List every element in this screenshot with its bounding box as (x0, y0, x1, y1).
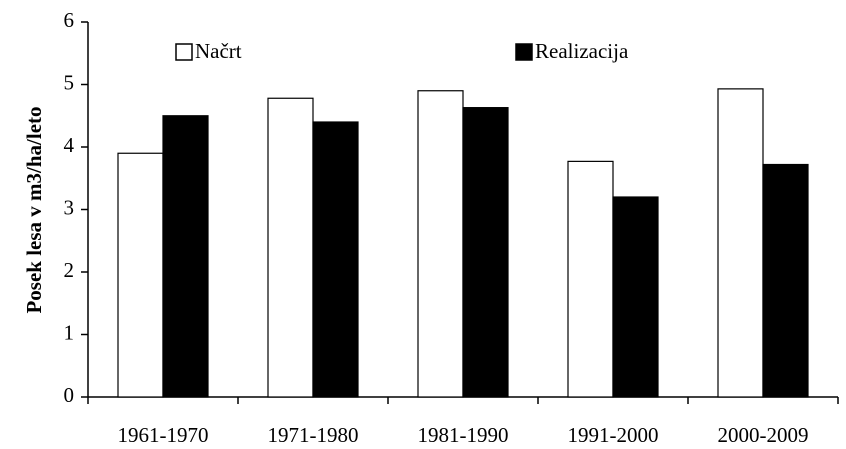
y-tick-label: 6 (64, 8, 75, 32)
legend-swatch (175, 43, 193, 61)
x-tick-label: 1991-2000 (568, 423, 659, 447)
y-tick-label: 0 (64, 383, 75, 407)
bar (567, 160, 614, 398)
bar (612, 196, 659, 398)
bar (267, 97, 314, 398)
bar (717, 88, 764, 398)
y-axis-label: Posek lesa v m3/ha/leto (22, 106, 46, 313)
x-tick-label: 1971-1980 (268, 423, 359, 447)
bar (762, 163, 809, 398)
y-tick-label: 1 (64, 320, 75, 344)
bar (462, 107, 509, 398)
x-tick-label: 1961-1970 (118, 423, 209, 447)
y-tick-label: 5 (64, 70, 75, 94)
x-tick-label: 2000-2009 (718, 423, 809, 447)
y-tick-label: 2 (64, 258, 75, 282)
bar (417, 90, 464, 398)
x-tick-label: 1981-1990 (418, 423, 509, 447)
legend-label: Realizacija (535, 39, 629, 63)
bar (162, 115, 209, 398)
legend-swatch (515, 43, 533, 61)
bar (117, 152, 164, 398)
y-tick-label: 3 (64, 195, 75, 219)
y-tick-label: 4 (64, 133, 75, 157)
legend-label: Načrt (195, 39, 242, 63)
bar (312, 121, 359, 398)
